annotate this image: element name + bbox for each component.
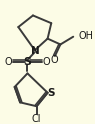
Text: O: O (50, 55, 58, 65)
Text: Cl: Cl (32, 114, 41, 124)
Text: O: O (4, 57, 12, 67)
Text: S: S (48, 88, 55, 98)
Text: OH: OH (79, 31, 94, 41)
Text: N: N (31, 46, 40, 56)
Text: O: O (43, 57, 51, 67)
Text: S: S (23, 57, 31, 67)
